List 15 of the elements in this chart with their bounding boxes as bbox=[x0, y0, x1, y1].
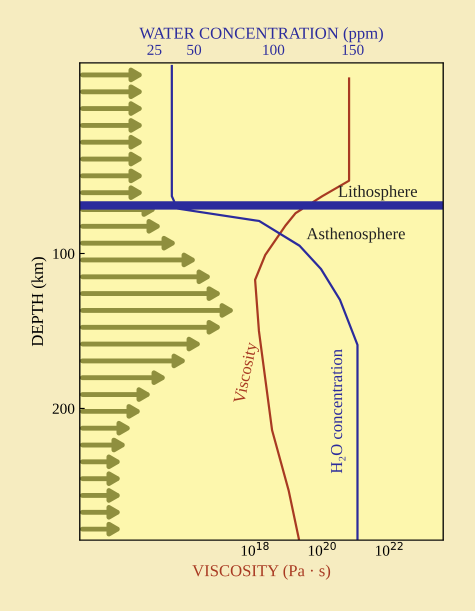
x-axis-title: VISCOSITY (Pa · s) bbox=[192, 564, 330, 580]
annotation: Asthenosphere bbox=[306, 228, 405, 243]
y-axis-title: DEPTH (km) bbox=[31, 257, 46, 346]
x2-tick-label: 25 bbox=[147, 44, 162, 55]
text: Viscosity bbox=[233, 341, 260, 405]
x2-tick-label: 150 bbox=[342, 44, 364, 55]
x2-axis-title: WATER CONCENTRATION (ppm) bbox=[139, 27, 383, 42]
y-tick-label: 200 bbox=[52, 404, 74, 414]
x-tick-label: 10$^{20}$ bbox=[308, 542, 336, 556]
x-tick-label: 10$^{22}$ bbox=[376, 542, 403, 556]
x2-tick-label: 100 bbox=[263, 44, 284, 55]
text: H₂O concentration bbox=[331, 349, 346, 474]
x2-tick-label: 50 bbox=[187, 44, 202, 55]
annotation: Lithosphere bbox=[338, 185, 417, 200]
x-tick-label: 10$^{18}$ bbox=[242, 542, 269, 556]
